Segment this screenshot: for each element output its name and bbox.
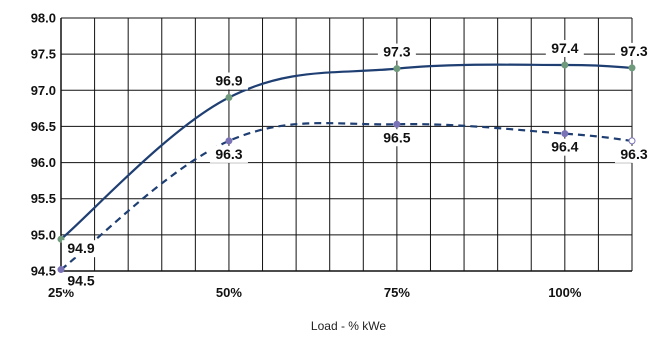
data-point-marker: [57, 266, 65, 274]
data-point-marker: [561, 61, 569, 69]
data-label: 96.3: [215, 146, 242, 162]
data-label-background: [545, 138, 584, 156]
data-label: 97.3: [620, 43, 647, 59]
data-label: 96.5: [383, 129, 410, 145]
y-tick-label: 96.5: [31, 119, 56, 134]
data-label-background: [62, 272, 100, 290]
data-label: 96.3: [620, 146, 647, 162]
data-point-marker: [225, 137, 233, 145]
data-label: 97.4: [551, 40, 578, 56]
data-label-background: [377, 129, 416, 147]
data-label: 96.9: [215, 73, 242, 89]
data-label-background: [545, 39, 584, 57]
data-label-background: [209, 72, 248, 90]
data-point-marker: [561, 130, 569, 138]
y-tick-label: 97.0: [31, 83, 56, 98]
y-tick-label: 98.0: [31, 11, 56, 26]
y-tick-label: 94.5: [31, 264, 56, 279]
y-tick-label: 95.0: [31, 227, 56, 242]
y-tick-label: 97.5: [31, 47, 56, 62]
data-point-marker: [393, 120, 401, 128]
grid: [60, 17, 633, 272]
data-point-marker: [628, 137, 636, 145]
y-tick-label: 96.0: [31, 155, 56, 170]
data-label: 97.3: [383, 44, 410, 60]
data-label: 94.5: [67, 273, 94, 289]
data-label: 94.9: [67, 240, 94, 256]
data-label-background: [377, 43, 416, 61]
data-label: 96.4: [551, 139, 578, 155]
x-tick-label: 50%: [216, 285, 242, 300]
x-tick-label: 100%: [548, 285, 582, 300]
data-label-background: [615, 145, 652, 163]
data-labels: 94.9 96.9 97.3 97.4 97.3 94.5 96.3 96.5 96.4 96.3: [62, 39, 652, 290]
series-layer: [57, 61, 636, 274]
data-point-marker: [225, 94, 233, 102]
x-tick-label: 75%: [384, 285, 410, 300]
y-tick-label: 95.5: [31, 191, 56, 206]
data-point-marker: [393, 65, 401, 73]
data-point-marker: [628, 64, 636, 72]
x-axis-label: Load - % kWe: [311, 319, 386, 333]
data-label-background: [62, 240, 100, 258]
data-label-background: [615, 42, 652, 60]
data-label-background: [209, 145, 248, 163]
